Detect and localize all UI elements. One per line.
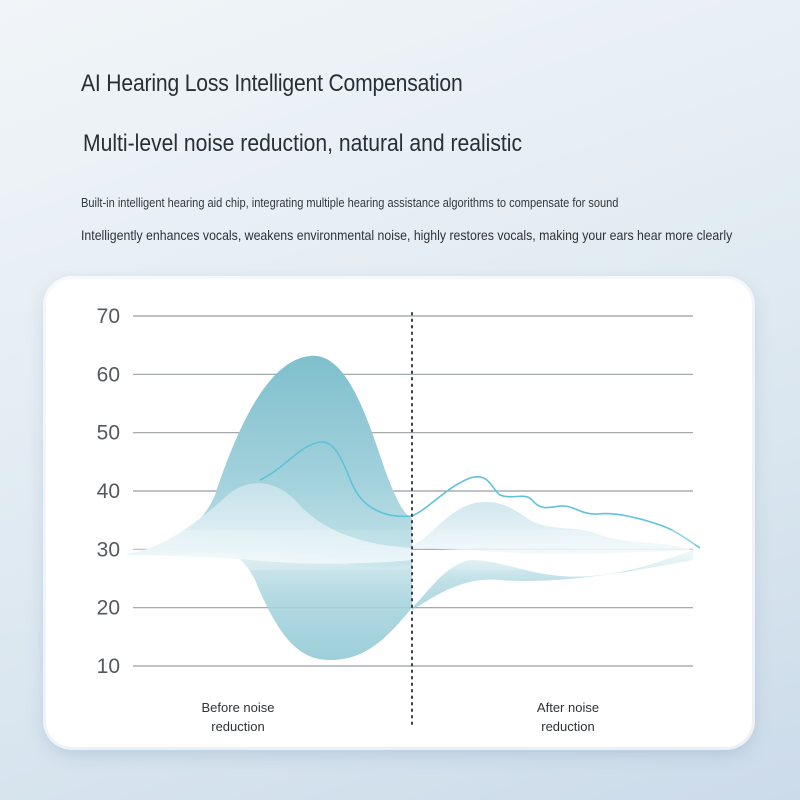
description-line-1: Built-in intelligent hearing aid chip, i… — [81, 195, 619, 210]
page-subtitle: Multi-level noise reduction, natural and… — [83, 130, 523, 157]
y-tick-30: 30 — [97, 538, 120, 561]
y-tick-10: 10 — [97, 655, 120, 678]
before-noise-peak-area — [125, 355, 412, 568]
y-tick-20: 20 — [97, 597, 120, 620]
before-voice-line — [259, 441, 413, 518]
y-axis-ticks: 70 60 50 40 30 20 10 — [97, 305, 120, 678]
page-title: AI Hearing Loss Intelligent Compensation — [81, 70, 463, 97]
y-tick-50: 50 — [97, 422, 120, 445]
y-tick-40: 40 — [97, 480, 120, 503]
y-tick-60: 60 — [97, 363, 120, 386]
before-label-line-1: Before noise — [202, 700, 275, 715]
description-line-2: Intelligently enhances vocals, weakens e… — [81, 227, 733, 243]
y-tick-70: 70 — [97, 305, 120, 328]
after-label-line-2: reduction — [541, 719, 594, 734]
chart-fade-overlay — [125, 530, 695, 570]
before-label-line-2: reduction — [211, 719, 264, 734]
after-label-line-1: After noise — [537, 700, 599, 715]
after-voice-line — [411, 476, 701, 549]
